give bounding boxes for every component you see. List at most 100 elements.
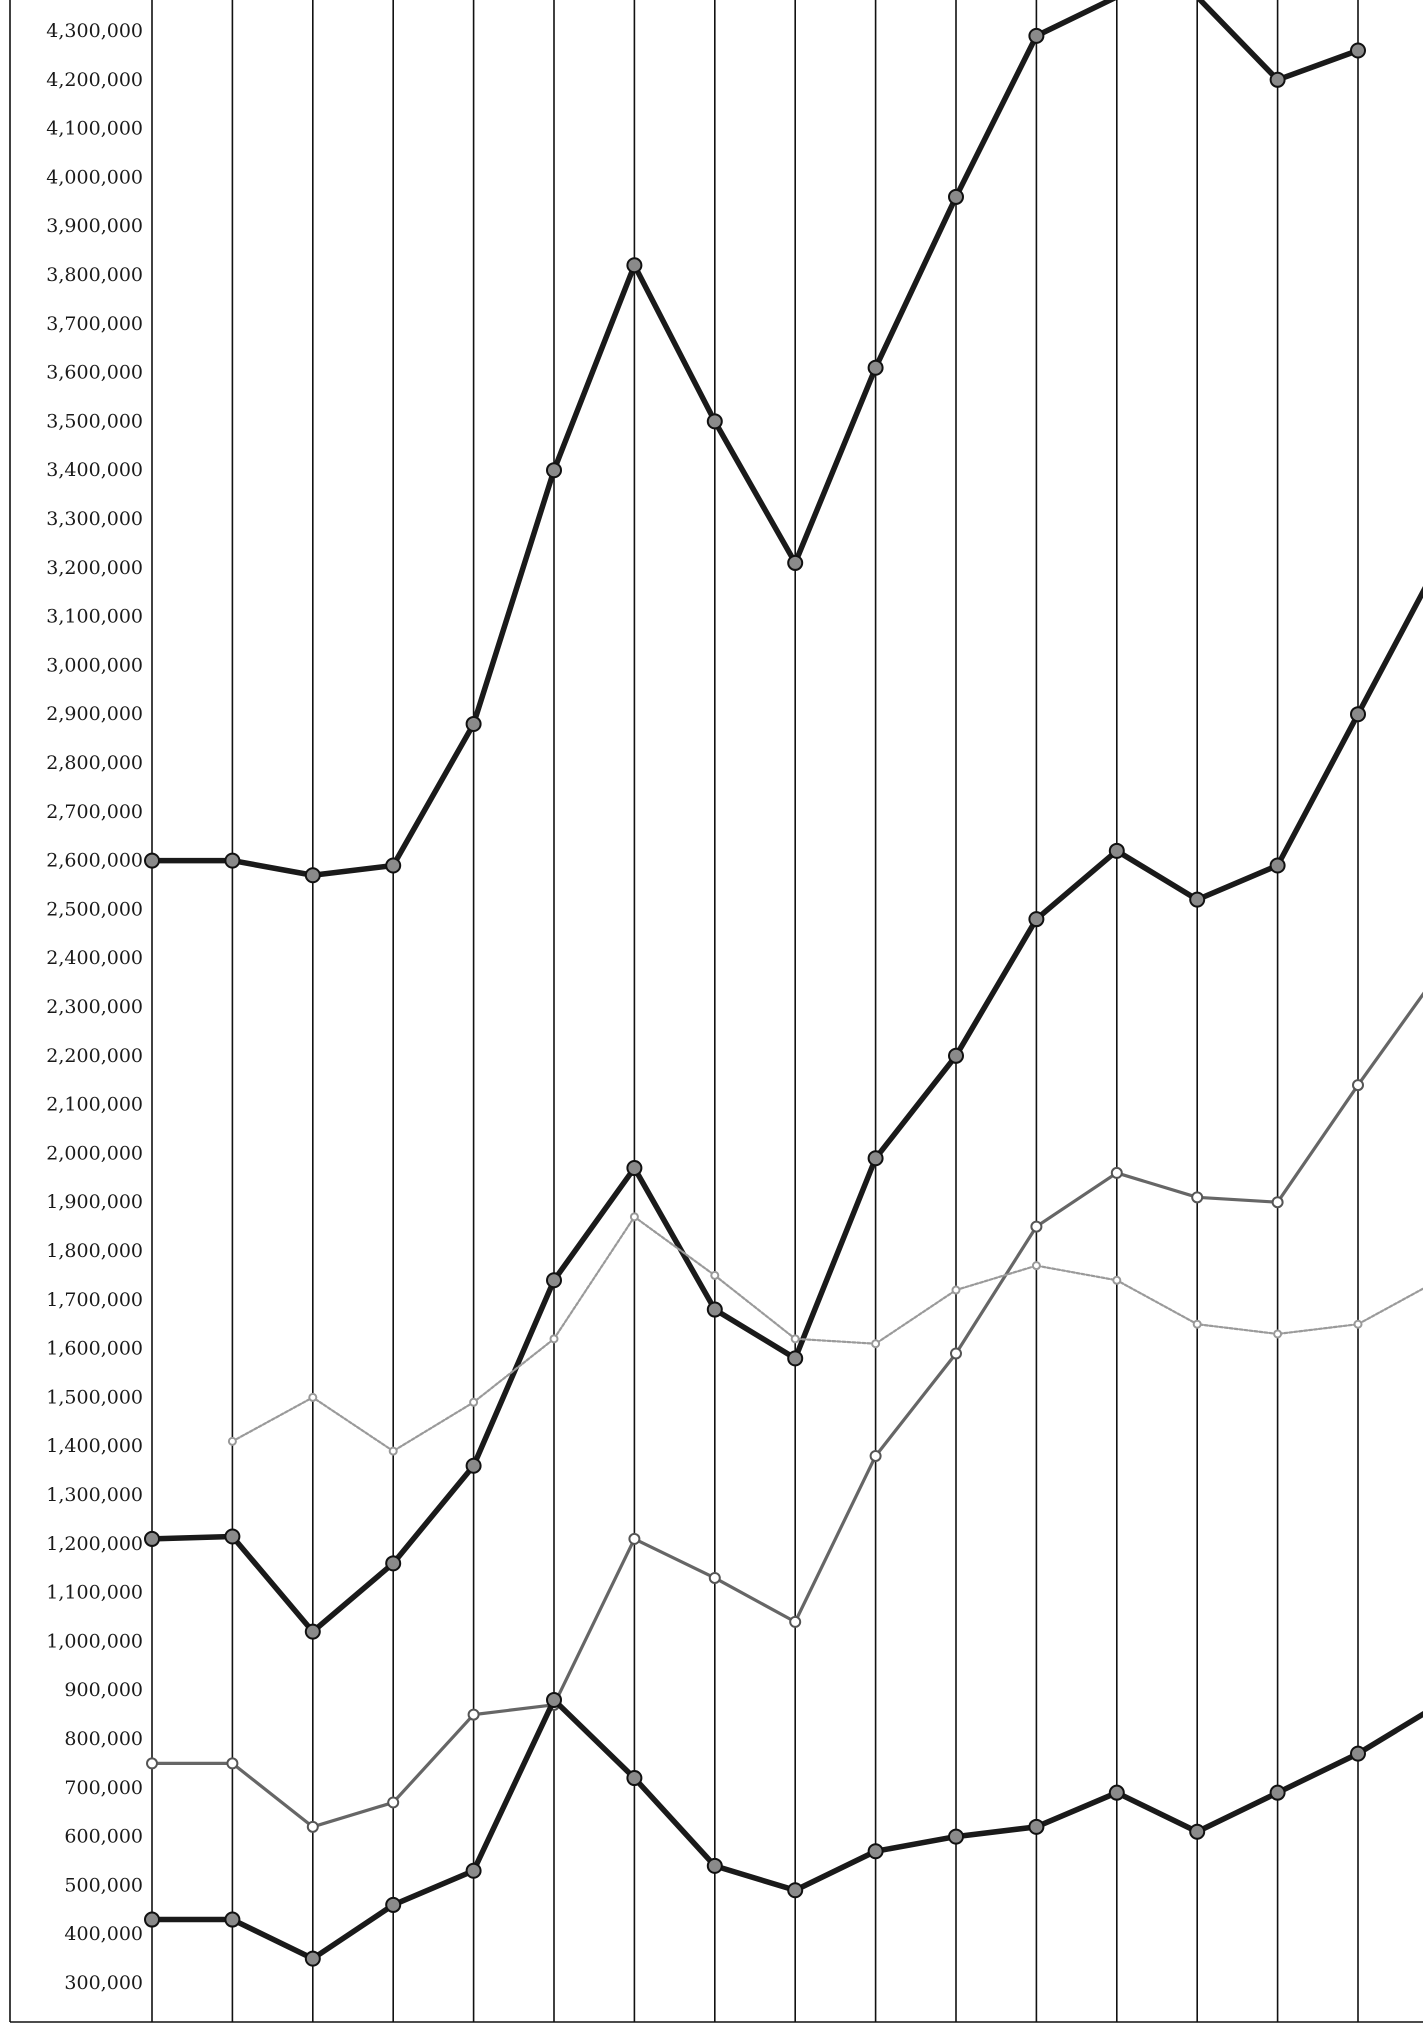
- data-point: [467, 1708, 480, 1721]
- y-tick-label: 2,900,000: [46, 703, 143, 725]
- series-line: [149, 586, 1423, 1635]
- grid-layer: [151, 0, 1359, 2022]
- y-tick-label: 3,900,000: [46, 215, 143, 237]
- data-point: [789, 1615, 802, 1628]
- series-0: [144, 0, 1366, 884]
- data-point: [626, 257, 643, 274]
- y-tick-label: 1,400,000: [46, 1435, 143, 1457]
- data-point: [304, 867, 321, 884]
- data-point: [867, 1843, 884, 1860]
- data-point: [626, 1160, 643, 1177]
- data-point: [706, 413, 723, 430]
- data-point: [710, 1270, 720, 1280]
- data-point: [871, 1339, 881, 1349]
- y-tick-label: 2,300,000: [46, 996, 143, 1018]
- y-tick-label: 4,300,000: [46, 20, 143, 42]
- data-point: [1189, 891, 1206, 908]
- data-point: [304, 1950, 321, 1967]
- data-point: [224, 1528, 241, 1545]
- data-point: [224, 852, 241, 869]
- data-point: [787, 1350, 804, 1367]
- data-point: [626, 1770, 643, 1787]
- data-point: [867, 1150, 884, 1167]
- y-tick-label: 1,700,000: [46, 1289, 143, 1311]
- series-1: [144, 586, 1423, 1640]
- data-point: [146, 1757, 158, 1770]
- data-point: [1352, 1079, 1364, 1092]
- data-point: [465, 715, 482, 732]
- y-tick-label: 1,800,000: [46, 1240, 143, 1262]
- data-point: [1350, 1745, 1366, 1762]
- y-tick-label: 1,900,000: [46, 1191, 143, 1213]
- y-tick-label: 3,200,000: [46, 557, 143, 579]
- data-point: [1031, 1261, 1041, 1271]
- data-point: [385, 857, 402, 874]
- y-tick-label: 3,400,000: [46, 459, 143, 481]
- series-2: [146, 991, 1423, 1833]
- y-tick-label: 1,300,000: [46, 1484, 143, 1506]
- series-3: [227, 1212, 1423, 1456]
- data-point: [465, 1862, 482, 1879]
- data-point: [1192, 1319, 1202, 1329]
- data-point: [306, 1820, 319, 1833]
- y-tick-label: 900,000: [64, 1679, 143, 1701]
- data-point: [1350, 42, 1366, 59]
- y-tick-label: 300,000: [64, 1972, 143, 1994]
- data-point: [948, 1828, 964, 1845]
- data-point: [549, 1334, 559, 1344]
- y-tick-label: 1,600,000: [46, 1338, 143, 1360]
- data-point: [387, 1796, 400, 1809]
- data-point: [951, 1285, 961, 1295]
- y-tick-label: 3,000,000: [46, 654, 143, 676]
- y-tick-label: 2,200,000: [46, 1045, 143, 1067]
- data-point: [1108, 1784, 1125, 1801]
- y-tick-label: 700,000: [64, 1777, 143, 1799]
- data-point: [790, 1334, 800, 1344]
- y-tick-label: 2,000,000: [46, 1142, 143, 1164]
- data-point: [546, 1272, 562, 1289]
- data-point: [867, 359, 884, 376]
- data-point: [787, 554, 804, 571]
- data-point: [1028, 911, 1045, 928]
- data-point: [628, 1532, 641, 1545]
- data-point: [948, 188, 964, 205]
- data-point: [465, 1457, 482, 1474]
- y-tick-label: 2,400,000: [46, 947, 143, 969]
- y-tick-label: 2,800,000: [46, 752, 143, 774]
- y-tick-label: 1,200,000: [46, 1533, 143, 1555]
- data-point: [1269, 1784, 1286, 1801]
- series-line: [149, 1697, 1423, 1962]
- y-tick-label: 3,700,000: [46, 313, 143, 335]
- data-point: [1269, 71, 1286, 88]
- data-point: [144, 1530, 160, 1547]
- data-point: [1028, 27, 1045, 44]
- data-point: [1108, 842, 1125, 859]
- data-point: [1269, 857, 1286, 874]
- data-point: [546, 1691, 562, 1708]
- data-point: [546, 462, 562, 479]
- series-4: [144, 1691, 1423, 1967]
- data-point: [226, 1757, 239, 1770]
- data-point: [144, 852, 160, 869]
- y-tick-label: 600,000: [64, 1826, 143, 1848]
- data-point: [1271, 1196, 1284, 1209]
- data-point: [706, 1857, 723, 1874]
- y-tick-label: 2,600,000: [46, 850, 143, 872]
- data-point: [385, 1896, 402, 1913]
- data-point: [869, 1449, 882, 1462]
- y-tick-label: 500,000: [64, 1874, 143, 1896]
- data-point: [787, 1882, 804, 1899]
- data-point: [1350, 706, 1366, 723]
- y-tick-label: 1,100,000: [46, 1582, 143, 1604]
- axis-layer: 4,300,000 4,200,000 4,100,000 4,000,000 3,90…: [9, 0, 1423, 2023]
- data-point: [308, 1392, 318, 1402]
- series-line: [231, 1215, 1423, 1453]
- data-point: [1353, 1319, 1363, 1329]
- data-point: [144, 1911, 160, 1928]
- y-tick-label: 3,300,000: [46, 508, 143, 530]
- data-point: [385, 1555, 402, 1572]
- data-point: [950, 1347, 962, 1360]
- data-point: [629, 1212, 639, 1222]
